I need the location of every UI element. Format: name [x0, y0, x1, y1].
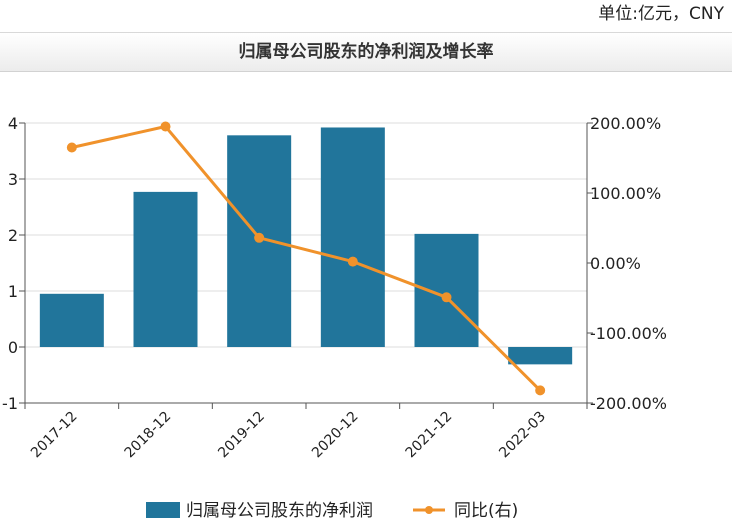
- left-tick-label: -1: [2, 394, 18, 413]
- left-tick-label: 1: [8, 282, 18, 301]
- legend-swatch-bars: [146, 502, 180, 518]
- x-tick-label: 2017-12: [28, 409, 81, 462]
- left-tick-label: 0: [8, 338, 18, 357]
- growth-point-2021-12: [441, 292, 452, 303]
- unit-label: 单位:亿元，CNY: [598, 4, 724, 24]
- growth-point-2020-12: [347, 256, 358, 267]
- x-tick-label: 2019-12: [215, 409, 268, 462]
- growth-point-2022-03: [535, 385, 546, 396]
- bar-2022-03: [508, 347, 573, 365]
- growth-point-2017-12: [66, 142, 77, 153]
- right-tick-label: 100.00%: [590, 184, 661, 203]
- growth-point-2018-12: [160, 121, 171, 132]
- bar-2021-12: [414, 233, 479, 347]
- left-tick-label: 3: [8, 170, 18, 189]
- x-tick-label: 2020-12: [309, 409, 362, 462]
- chart-title: 归属母公司股东的净利润及增长率: [238, 42, 494, 62]
- left-tick-label: 2: [8, 226, 18, 245]
- bar-2018-12: [133, 191, 198, 347]
- legend-marker-growth: [425, 506, 433, 514]
- right-tick-label: 200.00%: [590, 114, 661, 133]
- right-tick-label: -100.00%: [590, 324, 667, 343]
- x-tick-label: 2022-03: [496, 409, 549, 462]
- bar-2017-12: [39, 293, 104, 347]
- x-tick-label: 2018-12: [122, 409, 175, 462]
- growth-line: [71, 125, 542, 392]
- left-tick-label: 4: [8, 114, 18, 133]
- x-tick-label: 2021-12: [403, 409, 456, 462]
- legend-label-bars: 归属母公司股东的净利润: [186, 501, 373, 521]
- chart-title-bar: 归属母公司股东的净利润及增长率: [0, 32, 732, 72]
- right-tick-label: -200.00%: [590, 394, 667, 413]
- legend-label-growth: 同比(右): [454, 501, 518, 521]
- bar-2020-12: [320, 127, 385, 347]
- right-tick-label: 0.00%: [590, 254, 641, 273]
- growth-point-2019-12: [254, 232, 265, 243]
